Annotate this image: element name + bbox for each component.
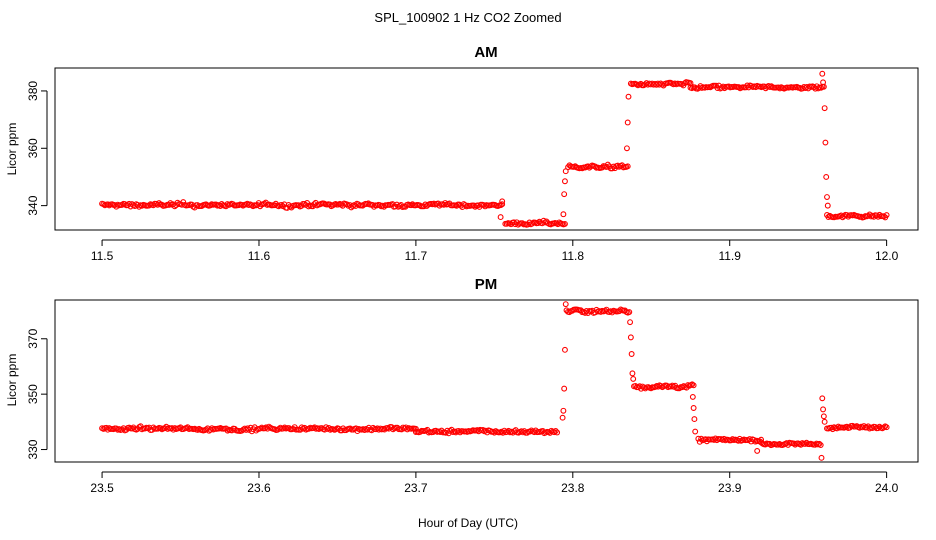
pm-x-tick-label: 23.8: [561, 481, 585, 495]
pm-plot-frame: [54, 299, 919, 463]
am-data-points: [99, 70, 890, 228]
am-plot-frame: [54, 67, 919, 231]
pm-transition-point: [689, 393, 696, 400]
am-y-tick-label: 340: [26, 195, 40, 215]
am-x-tick-label: 11.6: [248, 249, 271, 263]
pm-y-tick-label: 370: [26, 328, 40, 348]
pm-x-tick-label: 24.0: [875, 481, 899, 495]
pm-segment-6-point: [880, 424, 887, 431]
pm-transition-point: [627, 319, 634, 326]
pm-segment-2-point: [566, 309, 573, 316]
pm-transition-point: [692, 428, 699, 435]
pm-segment-1-point: [479, 426, 486, 433]
pm-x-tick-label: 23.7: [404, 481, 428, 495]
pm-x-axis: 23.5 23.6 23.7 23.8 23.9 24.0: [90, 471, 899, 495]
pm-segment-0-point: [412, 425, 419, 432]
am-panel: AM Licor ppm 11.5 11.6 11.7 11.8 11.9 12.0 34…: [5, 44, 919, 263]
figure-title: SPL_100902 1 Hz CO2 Zoomed: [374, 10, 561, 25]
am-y-tick-label: 380: [26, 81, 40, 101]
pm-segment-0-point: [361, 427, 368, 434]
pm-segment-3-point: [669, 382, 676, 389]
pm-x-tick-label: 23.5: [90, 481, 114, 495]
am-transition-point: [562, 168, 569, 175]
am-transition-point: [499, 198, 506, 205]
am-y-axis-label: Licor ppm: [5, 123, 19, 176]
am-transition-point: [823, 174, 830, 180]
am-x-tick-label: 11.7: [405, 249, 428, 263]
pm-transition-point: [820, 406, 827, 413]
pm-segment-3-point: [676, 385, 683, 392]
pm-transition-point: [630, 375, 637, 382]
am-transition-point: [821, 105, 828, 112]
pm-x-tick-label: 23.9: [718, 481, 742, 495]
pm-segment-5-point: [817, 442, 824, 448]
am-x-tick-label: 12.0: [875, 249, 899, 263]
am-x-tick-label: 11.5: [91, 249, 114, 263]
am-x-tick-label: 11.9: [718, 249, 741, 263]
pm-segment-0-point: [244, 425, 251, 432]
pm-segment-1-point: [524, 429, 531, 436]
am-transition-point: [624, 119, 631, 126]
am-transition-point: [824, 202, 831, 209]
pm-segment-2-point: [626, 309, 633, 316]
am-segment-5-point: [880, 213, 887, 220]
pm-y-axis: 330 350 370: [26, 328, 48, 460]
am-segment-0-point: [180, 199, 187, 206]
am-x-tick-label: 11.8: [562, 249, 585, 263]
am-transition-point: [561, 178, 568, 185]
am-transition-point: [561, 191, 568, 198]
am-transition-point: [824, 194, 830, 200]
pm-transition-point: [819, 395, 826, 402]
am-segment-2-point: [624, 163, 631, 170]
pm-transition-point: [560, 407, 567, 414]
am-transition-point: [625, 93, 632, 100]
pm-transition-point: [820, 413, 827, 420]
pm-segment-6-point: [883, 424, 890, 431]
pm-transition-point: [559, 414, 566, 421]
pm-segment-0-point: [298, 424, 305, 431]
pm-segment-1-point: [551, 429, 558, 436]
am-segment-0-point: [167, 200, 174, 207]
pm-x-tick-label: 23.6: [247, 481, 271, 495]
pm-transition-point: [691, 416, 698, 423]
am-segment-0-point: [344, 201, 350, 208]
pm-transition-point: [821, 418, 828, 425]
pm-transition-point: [818, 454, 825, 461]
x-axis-label: Hour of Day (UTC): [418, 516, 518, 530]
pm-transition-point: [561, 346, 568, 353]
pm-transition-point: [690, 405, 697, 411]
pm-transition-point: [562, 301, 569, 308]
am-x-axis: 11.5 11.6 11.7 11.8 11.9 12.0: [91, 239, 899, 263]
am-transition-point: [822, 139, 829, 146]
am-transition-point: [820, 79, 827, 86]
am-segment-1-point: [561, 220, 568, 227]
pm-title: PM: [475, 276, 498, 293]
am-segment-5-point: [883, 212, 890, 218]
pm-transition-point: [629, 370, 636, 377]
pm-segment-1-point: [552, 428, 559, 434]
am-transition-point: [819, 70, 826, 77]
am-y-tick-label: 360: [26, 138, 40, 158]
am-transition-point: [560, 211, 567, 218]
pm-transition-point: [561, 385, 568, 392]
pm-segment-5-point: [816, 440, 823, 447]
pm-data-points: [99, 301, 890, 461]
am-y-axis: 340 360 380: [26, 81, 48, 216]
pm-transition-point: [627, 334, 634, 341]
pm-y-tick-label: 330: [26, 439, 40, 459]
am-segment-0-point: [156, 200, 162, 207]
pm-y-tick-label: 350: [26, 384, 40, 404]
pm-transition-point: [754, 447, 761, 454]
am-transition-point: [497, 214, 504, 221]
pm-segment-3-point: [690, 382, 697, 389]
am-segment-0-point: [499, 201, 506, 208]
am-title: AM: [474, 44, 497, 61]
pm-panel: PM Licor ppm 23.5 23.6 23.7 23.8 23.9 24.0 33…: [5, 276, 919, 495]
pm-segment-1-point: [554, 429, 561, 436]
am-segment-0-point: [278, 202, 285, 208]
pm-transition-point: [628, 351, 635, 357]
am-transition-point: [623, 145, 630, 152]
pm-y-axis-label: Licor ppm: [5, 354, 19, 407]
